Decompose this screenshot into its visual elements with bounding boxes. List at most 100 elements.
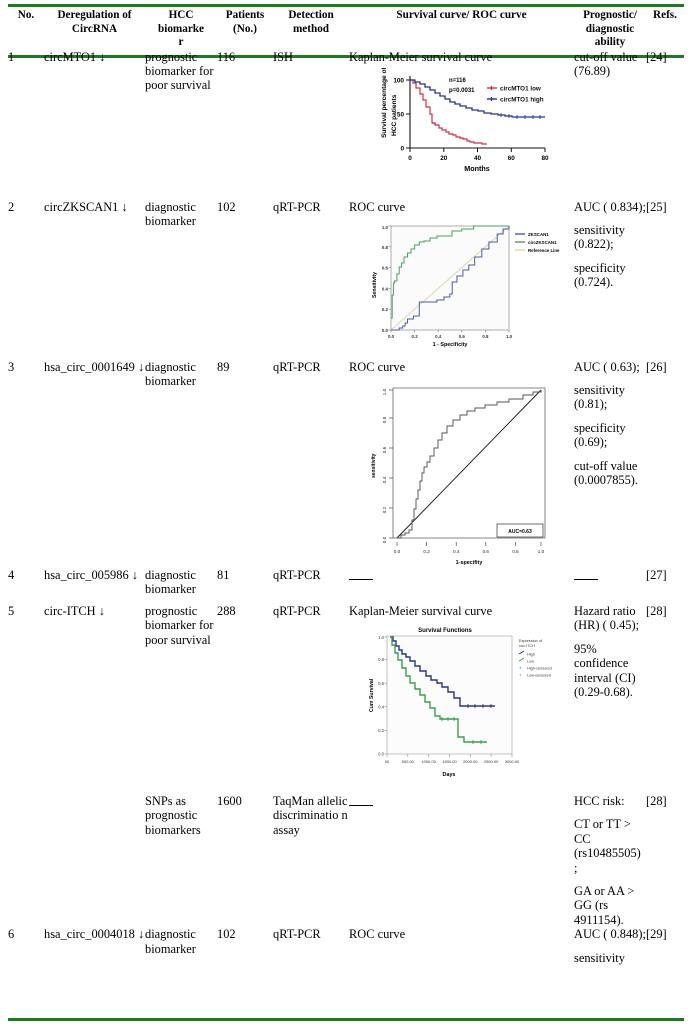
chart-legend: Expression of circ-ITCH High Low + High-… <box>518 639 552 678</box>
cell-biomarker: diagnostic biomarker <box>145 567 196 597</box>
svg-text:Survival percentage of: Survival percentage of <box>381 68 388 138</box>
prognostic-item: AUC ( 0.834); <box>574 199 646 214</box>
cell-patients: 1600 <box>217 793 242 808</box>
svg-text:ZKSCAN1: ZKSCAN1 <box>528 232 549 237</box>
svg-text:0.6: 0.6 <box>382 446 387 453</box>
prognostic-item: specificity (0.69); <box>574 420 626 450</box>
table-header-rule <box>8 55 684 58</box>
svg-text:0.6: 0.6 <box>382 266 389 271</box>
cell-prognostic: cut-off value (76.89) <box>574 50 646 200</box>
svg-text:Days: Days <box>443 772 456 778</box>
auc-annotation: AUC=0.63 <box>496 523 544 538</box>
svg-text:Expression of: Expression of <box>519 639 543 643</box>
cell-prognostic <box>574 568 646 604</box>
svg-text:0.2: 0.2 <box>378 728 384 733</box>
prognostic-item: AUC ( 0.848); <box>574 927 646 942</box>
header-no: No. <box>17 9 35 21</box>
table-row: 1 circMTO1 ↓ prognostic biomarker for po… <box>8 50 684 200</box>
svg-text:0.0: 0.0 <box>388 334 395 339</box>
cell-prognostic: AUC ( 0.834); sensitivity (0.822); speci… <box>574 200 646 360</box>
cell-detection: qRT-PCR <box>273 603 321 618</box>
table-row: 4 hsa_circ_005986 ↓ diagnostic biomarker… <box>8 568 684 604</box>
svg-text:1500.00: 1500.00 <box>442 759 457 764</box>
cell-curve <box>349 794 574 927</box>
cell-biomarker: prognostic biomarker for poor survival <box>145 603 214 647</box>
svg-text:0: 0 <box>408 155 412 162</box>
prognostic-item: HCC risk: <box>574 793 625 808</box>
cell-curve: Kaplan-Meier survival curve Survival Fun… <box>349 604 574 794</box>
prognostic-item: GA or AA > GG (rs 4911154). <box>574 883 635 927</box>
cell-deregulation <box>44 794 145 927</box>
table-head: No. Deregulation of CircRNA HCC biomarke… <box>8 9 684 50</box>
chart-legend: ZKSCAN1 circZKSCAN1 Reference Line <box>515 232 560 253</box>
table-row: SNPs as prognostic biomarkers 1600 TaqMa… <box>8 794 684 927</box>
table-bottom-rule <box>8 1018 684 1021</box>
prognostic-item: cut-off value (0.0007855). <box>574 458 639 487</box>
curve-label: ROC curve <box>349 927 406 942</box>
svg-text:3000.00: 3000.00 <box>505 759 520 764</box>
cell-curve: Kaplan-Meier survival curve Survival per… <box>349 50 574 200</box>
cell-patients: 81 <box>217 567 230 582</box>
svg-text:0.6: 0.6 <box>459 334 466 339</box>
svg-text:1.0: 1.0 <box>538 549 545 554</box>
svg-text:500.00: 500.00 <box>402 759 415 764</box>
table-top-rule <box>8 4 684 7</box>
prognostic-item: sensitivity <box>574 950 625 965</box>
prognostic-item: cut-off value (76.89) <box>574 49 638 78</box>
header-refs: Refs. <box>653 9 677 21</box>
svg-text:p=0.0031: p=0.0031 <box>449 88 475 94</box>
svg-text:20: 20 <box>440 155 448 162</box>
svg-text:Sensitivity: Sensitivity <box>372 272 378 298</box>
roc-chart-hsa-circ-0001649: sensitivity 0.0 0.2 0.4 0.6 0.8 1.0 <box>357 378 569 568</box>
svg-text:1000.00: 1000.00 <box>421 759 436 764</box>
svg-text:2000.00: 2000.00 <box>463 759 478 764</box>
cell-biomarker: prognostic biomarker for poor survival <box>145 49 214 93</box>
svg-text:+: + <box>519 666 522 671</box>
cell-detection: qRT-PCR <box>273 199 321 214</box>
svg-text:0.0: 0.0 <box>394 549 401 554</box>
svg-text:0.2: 0.2 <box>382 307 389 312</box>
cell-curve: ROC curve sensitivity 0.0 0.2 0.4 0.6 0.… <box>349 360 574 568</box>
cell-deregulation: circZKSCAN1 ↓ <box>44 199 128 214</box>
cell-detection: qRT-PCR <box>273 567 321 582</box>
svg-text:Months: Months <box>464 164 490 173</box>
svg-text:0.4: 0.4 <box>453 549 460 554</box>
header-deregulation: Deregulation of CircRNA <box>57 9 132 35</box>
cell-prognostic: AUC ( 0.848); sensitivity <box>574 927 646 965</box>
cell-refs: [29] <box>646 927 667 942</box>
table-row: 5 circ-ITCH ↓ prognostic biomarker for p… <box>8 604 684 794</box>
svg-text:0.2: 0.2 <box>423 549 430 554</box>
cell-deregulation: hsa_circ_005986 ↓ <box>44 567 138 582</box>
svg-text:80: 80 <box>541 155 549 162</box>
svg-text:2500.00: 2500.00 <box>484 759 499 764</box>
survival-functions-chart-circ-itch: Survival Functions Cum Survival 0.0 0.2 0.… <box>357 622 567 782</box>
svg-text:Low-censored: Low-censored <box>527 674 551 678</box>
svg-text:Reference Line: Reference Line <box>528 248 560 253</box>
svg-text:circ-ITCH: circ-ITCH <box>519 644 535 648</box>
cell-detection: ISH <box>273 49 293 64</box>
cell-biomarker: diagnostic biomarker <box>145 359 196 388</box>
cell-deregulation: circMTO1 ↓ <box>44 49 106 64</box>
circrna-hcc-biomarker-table: No. Deregulation of CircRNA HCC biomarke… <box>8 9 684 965</box>
table-row: 2 circZKSCAN1 ↓ diagnostic biomarker 102… <box>8 200 684 360</box>
cell-detection: TaqMan allelic discriminatio n assay <box>273 793 348 837</box>
cell-prognostic: AUC ( 0.63); sensitivity (0.81); specifi… <box>574 360 646 568</box>
svg-text:AUC=0.63: AUC=0.63 <box>508 529 532 535</box>
header-patients: Patients (No.) <box>225 9 265 35</box>
svg-text:1.0: 1.0 <box>382 388 387 395</box>
chart-legend: circMTO1 low circMTO1 high <box>487 85 544 103</box>
svg-text:0.8: 0.8 <box>512 549 519 554</box>
svg-text:0: 0 <box>400 145 404 152</box>
kaplan-meier-chart-circmto1: Survival percentage of HCC patients 100 … <box>377 68 577 174</box>
cell-refs: [28] <box>646 603 667 618</box>
svg-text:Low: Low <box>527 660 534 664</box>
cell-patients: 89 <box>217 359 230 374</box>
em-dash-placeholder <box>349 579 373 581</box>
header-detection-method: Detection method <box>288 9 334 35</box>
curve-label: Kaplan-Meier survival curve <box>349 49 493 64</box>
svg-text:1-specifity: 1-specifity <box>456 560 483 566</box>
header-hcc-biomarker: HCC biomarke r <box>158 9 204 48</box>
svg-text:0.8: 0.8 <box>378 658 384 663</box>
cell-no: 3 <box>8 359 15 374</box>
